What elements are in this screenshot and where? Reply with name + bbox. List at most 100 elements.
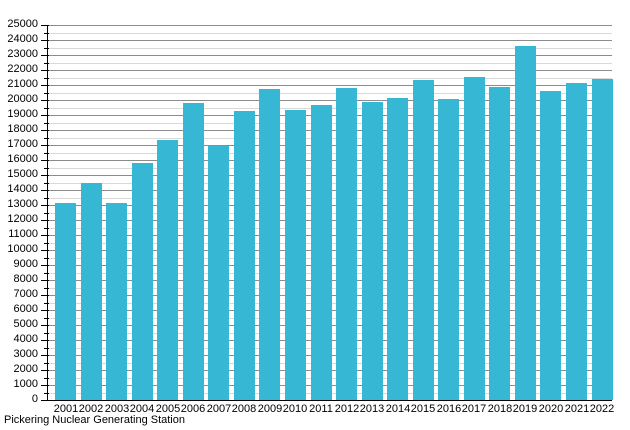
y-axis-major-tick [41, 265, 49, 266]
y-axis-label-3000: 3000 [13, 348, 38, 360]
bar-2010 [285, 110, 306, 400]
y-axis-label-8000: 8000 [13, 273, 38, 285]
bar-2012 [336, 88, 357, 400]
x-axis-label-2009: 2009 [257, 403, 283, 415]
y-axis-major-tick [41, 355, 49, 356]
y-axis-major-tick [41, 310, 49, 311]
y-axis-major-tick [41, 340, 49, 341]
y-axis-label-2000: 2000 [13, 363, 38, 375]
y-axis-minor-tick [44, 288, 49, 289]
y-axis-label-5000: 5000 [13, 318, 38, 330]
y-axis-major-tick [41, 250, 49, 251]
y-axis-label-7000: 7000 [13, 288, 38, 300]
y-axis-label-17000: 17000 [7, 138, 38, 150]
y-axis-major-tick [41, 295, 49, 296]
minor-gridline [48, 33, 612, 34]
plot-area [47, 25, 613, 401]
x-axis-label-2003: 2003 [104, 403, 130, 415]
y-axis-major-tick [41, 400, 49, 401]
bar-2001 [55, 203, 76, 400]
y-axis-major-tick [41, 55, 49, 56]
y-axis-major-tick [41, 385, 49, 386]
y-axis-label-22000: 22000 [7, 63, 38, 75]
bar-2005 [157, 140, 178, 400]
y-axis-label-1000: 1000 [13, 378, 38, 390]
y-axis-minor-tick [44, 363, 49, 364]
y-axis-minor-tick [44, 378, 49, 379]
y-axis-minor-tick [44, 393, 49, 394]
x-axis-label-2006: 2006 [180, 403, 206, 415]
x-axis-label-2021: 2021 [564, 403, 590, 415]
x-axis-label-2007: 2007 [206, 403, 232, 415]
x-axis-label-2010: 2010 [282, 403, 308, 415]
y-axis-label-11000: 11000 [8, 228, 38, 240]
chart-caption: Pickering Nuclear Generating Station [4, 414, 185, 426]
minor-gridline [48, 48, 612, 49]
major-gridline [48, 70, 612, 71]
x-axis-label-2018: 2018 [487, 403, 513, 415]
y-axis-label-24000: 24000 [7, 33, 38, 45]
y-axis-minor-tick [44, 273, 49, 274]
y-axis-label-10000: 10000 [7, 243, 38, 255]
x-axis-label-2002: 2002 [78, 403, 104, 415]
y-axis-minor-tick [44, 213, 49, 214]
x-axis-label-2013: 2013 [359, 403, 385, 415]
bar-2002 [81, 183, 102, 400]
y-axis-minor-tick [44, 243, 49, 244]
major-gridline [48, 55, 612, 56]
y-axis-label-6000: 6000 [13, 303, 38, 315]
x-axis-label-2011: 2011 [309, 403, 333, 415]
x-axis-label-2001: 2001 [53, 403, 79, 415]
y-axis-major-tick [41, 175, 49, 176]
y-axis-label-23000: 23000 [7, 48, 38, 60]
y-axis-minor-tick [44, 198, 49, 199]
bar-2007 [208, 146, 229, 400]
x-axis-label-2004: 2004 [129, 403, 155, 415]
y-axis-major-tick [41, 85, 49, 86]
y-axis-minor-tick [44, 258, 49, 259]
y-axis-major-tick [41, 280, 49, 281]
y-axis-label-18000: 18000 [7, 123, 38, 135]
minor-gridline [48, 78, 612, 79]
y-axis-minor-tick [44, 48, 49, 49]
bar-2019 [515, 46, 536, 400]
y-axis-minor-tick [44, 123, 49, 124]
bar-2008 [234, 111, 255, 400]
y-axis-label-20000: 20000 [7, 93, 38, 105]
y-axis-label-14000: 14000 [7, 183, 38, 195]
bar-2014 [387, 98, 408, 400]
bar-2009 [259, 89, 280, 400]
y-axis-major-tick [41, 220, 49, 221]
y-axis-minor-tick [44, 63, 49, 64]
major-gridline [48, 40, 612, 41]
y-axis-label-4000: 4000 [13, 333, 38, 345]
x-axis-label-2014: 2014 [385, 403, 411, 415]
bar-2021 [566, 83, 587, 400]
bar-2006 [183, 103, 204, 400]
y-axis-major-tick [41, 145, 49, 146]
y-axis-minor-tick [44, 333, 49, 334]
y-axis-minor-tick [44, 78, 49, 79]
y-axis-label-0: 0 [31, 393, 38, 405]
minor-gridline [48, 63, 612, 64]
y-axis-label-19000: 19000 [7, 108, 38, 120]
y-axis-minor-tick [44, 228, 49, 229]
y-axis-label-25000: 25000 [7, 18, 38, 30]
major-gridline [48, 25, 612, 26]
y-axis-minor-tick [44, 183, 49, 184]
y-axis-minor-tick [44, 108, 49, 109]
y-axis-label-9000: 9000 [13, 258, 38, 270]
bar-2015 [413, 80, 434, 400]
y-axis-major-tick [41, 190, 49, 191]
y-axis-minor-tick [44, 33, 49, 34]
y-axis-label-21000: 21000 [7, 78, 38, 90]
y-axis-label-13000: 13000 [7, 198, 38, 210]
y-axis-major-tick [41, 325, 49, 326]
y-axis-minor-tick [44, 153, 49, 154]
y-axis-minor-tick [44, 348, 49, 349]
y-axis-major-tick [41, 100, 49, 101]
x-axis-label-2012: 2012 [334, 403, 360, 415]
minor-gridline [48, 93, 612, 94]
bar-2016 [438, 99, 459, 400]
